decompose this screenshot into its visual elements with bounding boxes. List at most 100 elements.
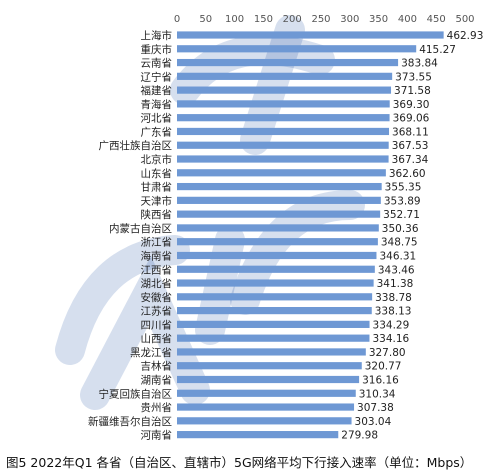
bar	[177, 403, 355, 411]
bars	[177, 31, 444, 439]
y-axis-labels: 上海市重庆市云南省辽宁省福建省青海省河北省广东省广西壮族自治区北京市山东省甘肃省…	[88, 29, 172, 442]
category-label: 青海省	[141, 98, 173, 111]
category-label: 重庆市	[141, 43, 173, 56]
category-label: 四川省	[141, 318, 173, 331]
bar	[177, 182, 382, 191]
value-label: 327.80	[369, 347, 406, 359]
bar	[177, 238, 378, 246]
value-label: 338.13	[375, 306, 412, 318]
value-label: 369.06	[393, 113, 430, 125]
bar	[177, 58, 399, 67]
bar	[177, 251, 377, 260]
bar	[177, 417, 352, 425]
x-axis-ticks: 0 50 100 150 200 250 300 350 400 450 500	[174, 14, 475, 25]
x-tick-label: 250	[311, 14, 330, 25]
bar	[177, 334, 370, 342]
figure-caption: 图5 2022年Q1 各省（自治区、直辖市）5G网络平均下行接入速率（单位：Mb…	[6, 455, 473, 470]
category-label: 新疆维吾尔自治区	[88, 415, 172, 428]
value-label: 373.55	[395, 71, 432, 83]
bar	[177, 114, 390, 122]
category-label: 江苏省	[141, 305, 173, 318]
category-label: 云南省	[141, 57, 173, 70]
bar	[177, 389, 356, 397]
category-label: 湖北省	[141, 277, 173, 290]
category-label: 福建省	[141, 84, 173, 97]
category-label: 河南省	[141, 429, 173, 442]
category-label: 吉林省	[141, 360, 173, 373]
value-label: 348.75	[381, 237, 418, 249]
bar	[177, 348, 366, 356]
category-label: 广西壮族自治区	[99, 139, 173, 152]
value-label: 310.34	[359, 388, 396, 400]
category-label: 黑龙江省	[130, 346, 172, 359]
value-label: 462.93	[447, 30, 484, 42]
value-label: 371.58	[394, 85, 431, 97]
category-label: 贵州省	[141, 401, 173, 414]
value-label: 341.38	[377, 278, 414, 290]
category-label: 甘肃省	[141, 181, 173, 194]
category-label: 安徽省	[141, 291, 173, 304]
bar	[177, 127, 390, 136]
category-label: 天津市	[141, 194, 173, 207]
category-label: 广东省	[141, 125, 173, 138]
x-tick-label: 150	[254, 14, 273, 25]
value-label: 367.53	[392, 140, 429, 152]
value-label: 367.34	[392, 154, 429, 166]
bar	[177, 141, 389, 149]
value-label: 353.89	[384, 195, 421, 207]
bar	[177, 169, 386, 177]
x-tick-label: 50	[199, 14, 212, 25]
bar	[177, 293, 373, 301]
value-label: 346.31	[379, 250, 416, 262]
bar	[177, 210, 381, 218]
value-label: 343.46	[378, 264, 415, 276]
x-tick-label: 200	[283, 14, 302, 25]
x-tick-label: 0	[174, 14, 180, 25]
bar	[177, 86, 392, 94]
x-tick-label: 500	[455, 14, 474, 25]
value-label: 279.98	[341, 430, 378, 442]
bar	[177, 224, 379, 232]
bar	[177, 31, 444, 39]
category-label: 江西省	[141, 263, 173, 276]
x-tick-label: 300	[340, 14, 359, 25]
category-label: 海南省	[141, 249, 173, 262]
value-label: 383.84	[401, 58, 438, 70]
bar	[177, 307, 372, 315]
bar	[177, 72, 393, 80]
x-tick-label: 450	[427, 14, 446, 25]
value-label: 334.29	[373, 319, 410, 331]
value-label: 303.04	[355, 416, 392, 428]
category-label: 内蒙古自治区	[109, 222, 172, 235]
bar	[177, 196, 381, 204]
category-label: 河北省	[141, 112, 173, 125]
category-label: 辽宁省	[141, 70, 173, 83]
bar	[177, 155, 389, 163]
value-label: 316.16	[362, 375, 399, 387]
category-label: 上海市	[141, 29, 173, 42]
bar	[177, 100, 390, 108]
bar	[177, 431, 339, 439]
bar	[177, 320, 370, 328]
value-label: 355.35	[385, 182, 422, 194]
category-label: 山西省	[141, 332, 173, 345]
bar	[177, 362, 362, 370]
value-label: 320.77	[365, 361, 402, 373]
value-label: 415.27	[419, 44, 456, 56]
value-label: 350.36	[382, 223, 419, 235]
category-label: 湖南省	[141, 374, 173, 387]
bar	[177, 45, 417, 53]
category-label: 宁夏回族自治区	[99, 387, 173, 400]
category-label: 北京市	[141, 153, 173, 166]
value-label: 352.71	[383, 209, 420, 221]
value-label: 369.30	[393, 99, 430, 111]
x-tick-label: 400	[398, 14, 417, 25]
value-label: 338.78	[375, 292, 412, 304]
value-label: 334.16	[372, 333, 409, 345]
category-label: 陕西省	[141, 208, 173, 221]
x-tick-label: 350	[369, 14, 388, 25]
bar	[177, 375, 360, 384]
value-label: 307.38	[357, 402, 394, 414]
value-label: 368.11	[392, 126, 429, 138]
